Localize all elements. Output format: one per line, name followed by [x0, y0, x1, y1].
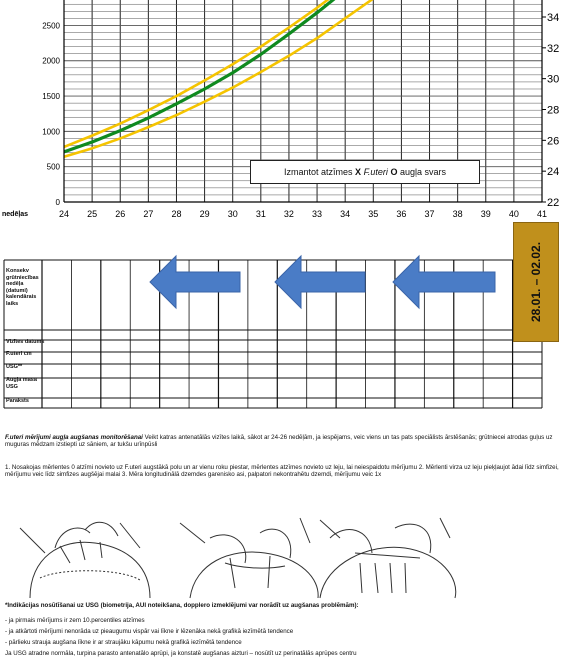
x-tick-label: 25	[87, 209, 97, 219]
visit-record-table	[3, 254, 543, 409]
x-tick-label: 37	[425, 209, 435, 219]
row-label-visit-date: Vizītes datums	[6, 339, 45, 345]
x-tick-label: 26	[115, 209, 125, 219]
row-label-fundal-height: F.uteri cm	[6, 351, 32, 357]
right-tick-label: 34	[547, 12, 559, 24]
right-tick-label: 32	[547, 43, 559, 55]
left-arrow-1	[274, 254, 366, 310]
x-tick-label: 30	[228, 209, 238, 219]
measurement-illustrations	[19, 517, 457, 599]
usg-indications-heading: *Indikācijas nosūtīšanai uz USG (biometr…	[5, 602, 359, 609]
date-range-badge: 28.01. – 02.02.	[513, 222, 559, 342]
x-axis-ticks: 24 25 26 27 28 29 30 31 32 33 34 35 36 37 38 39 40 41	[59, 209, 547, 219]
x-tick-label: 27	[143, 209, 153, 219]
left-axis-ticks: 0 500 1000 1500 2000 2500	[42, 21, 60, 207]
x-tick-label: 28	[171, 209, 181, 219]
date-range-text: 28.01. – 02.02.	[529, 241, 543, 323]
right-axis-ticks: 22 24 26 28 30 32 34	[542, 12, 559, 209]
direction-arrows	[149, 254, 496, 310]
right-tick-label: 22	[547, 197, 559, 209]
fundal-height-growth-chart: 0 500 1000 1500 2000 2500 22 24 26 28 30 32 34 24 25…	[2, 0, 559, 219]
x-tick-label: 39	[481, 209, 491, 219]
note-o-label: augļa svars	[399, 167, 446, 177]
x-tick-label: 34	[340, 209, 350, 219]
monitoring-intro: Veikt katras antenatālās vizītes laikā, …	[5, 434, 553, 449]
table-header-label: Konsekv grūtniecības nedēļa (datumi) kal…	[6, 268, 39, 307]
series-line-2	[63, 0, 374, 159]
left-arrow-2	[392, 254, 496, 310]
x-axis-label: nedēļas	[2, 211, 28, 218]
right-tick-label: 26	[547, 135, 559, 147]
x-tick-label: 36	[396, 209, 406, 219]
row-label-usg: USG**	[6, 364, 23, 370]
left-arrow-0	[149, 254, 241, 310]
x-tick-label: 38	[453, 209, 463, 219]
x-tick-label: 31	[256, 209, 266, 219]
right-tick-label: 30	[547, 74, 559, 86]
usg-indication-2: - ja atkārtoti mērījumi nenorāda uz piea…	[5, 628, 294, 635]
x-tick-label: 35	[368, 209, 378, 219]
chart-series-group	[63, 0, 374, 159]
note-x-label: F.uteri	[363, 167, 388, 177]
chart-axes	[63, 0, 543, 203]
right-tick-label: 24	[547, 166, 559, 178]
note-prefix: Izmantot atzīmes	[283, 167, 353, 177]
monitoring-steps: 1. Nosakojas mērlentes 0 atzīmi novieto …	[5, 464, 559, 479]
usg-indication-3: - pārlieku strauja augšana līkne ir ar s…	[5, 639, 242, 646]
right-tick-label: 28	[547, 105, 559, 117]
illustration-step-1	[19, 521, 151, 599]
left-tick-label: 1000	[42, 127, 60, 136]
x-tick-label: 33	[312, 209, 322, 219]
row-label-signature: Paraksts	[6, 398, 29, 404]
left-tick-label: 0	[56, 198, 61, 207]
x-tick-label: 40	[509, 209, 519, 219]
note-x-mark: X	[355, 167, 362, 177]
x-tick-label: 29	[200, 209, 210, 219]
usg-indication-1: - ja pirmais mērījums ir zem 10.percenti…	[5, 617, 145, 624]
x-tick-label: 32	[284, 209, 294, 219]
monitoring-title: F.uteri mērījumi augļa augšanas monitorē…	[5, 434, 143, 441]
illustration-step-3	[319, 517, 457, 599]
x-tick-label: 41	[537, 209, 547, 219]
left-tick-label: 1500	[42, 92, 60, 101]
series-line-0	[63, 0, 330, 149]
monitoring-instructions: F.uteri mērījumi augļa augšanas monitorē…	[5, 434, 561, 449]
chart-note-box: Izmantot atzīmes X F.uteri O augļa svars	[250, 160, 480, 184]
left-tick-label: 500	[47, 163, 61, 172]
left-tick-label: 2000	[42, 57, 60, 66]
left-tick-label: 2500	[42, 21, 60, 30]
illustration-step-2	[179, 517, 319, 599]
usg-indication-4: Ja USG atradne normāla, turpina parasto …	[5, 650, 357, 657]
note-o-mark: O	[390, 167, 398, 177]
series-line-1	[63, 0, 336, 154]
x-tick-label: 24	[59, 209, 69, 219]
row-label-fetal-weight: Augļa masa USG	[6, 377, 37, 390]
